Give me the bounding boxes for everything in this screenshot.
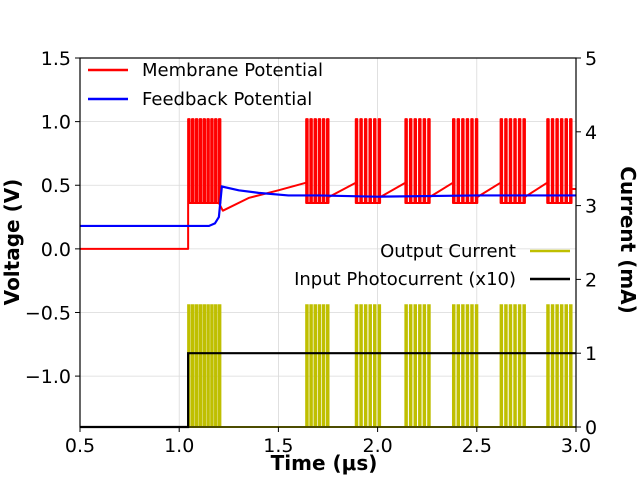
x-tick-label: 2.0	[362, 435, 392, 457]
y-left-tick-label: −1.0	[25, 366, 71, 388]
legend-label: Membrane Potential	[142, 60, 323, 81]
y-left-tick-label: 1.0	[41, 112, 71, 134]
y-right-tick-label: 4	[585, 122, 597, 144]
y-right-tick-label: 1	[585, 343, 597, 365]
y-right-tick-label: 0	[585, 417, 597, 439]
x-tick-label: 2.5	[462, 435, 492, 457]
ticks: 0.5 1.0 1.5 2.0 2.5 3.0 1.5 1.0 0.5 0.0 −0.5 −1.0 5 4…	[25, 48, 597, 457]
y-right-tick-label: 5	[585, 48, 597, 70]
y-left-tick-label: −0.5	[25, 302, 71, 324]
plot-frame	[79, 57, 577, 428]
x-tick-label: 3.0	[561, 435, 591, 457]
feedback-potential-line	[80, 185, 576, 228]
x-axis-label: Time (μs)	[271, 451, 378, 475]
legend-label: Output Current	[380, 241, 516, 262]
legends: Membrane Potential Feedback Potential Outp…	[88, 60, 570, 290]
membrane-potential-line	[80, 118, 576, 250]
output-current-line	[80, 304, 576, 428]
y-axis-label-left: Voltage (V)	[0, 179, 24, 306]
x-tick-label: 1.0	[164, 435, 194, 457]
y-left-tick-label: 0.0	[41, 239, 71, 261]
y-axis-label-right: Current (mA)	[616, 166, 640, 314]
legend-label: Input Photocurrent (x10)	[294, 269, 516, 290]
x-tick-label: 0.5	[65, 435, 95, 457]
y-left-tick-label: 1.5	[41, 48, 71, 70]
y-left-tick-label: 0.5	[41, 175, 71, 197]
legend-label: Feedback Potential	[142, 89, 312, 110]
y-right-tick-label: 3	[585, 196, 597, 218]
x-tick-label: 1.5	[263, 435, 293, 457]
y-right-tick-label: 2	[585, 269, 597, 291]
